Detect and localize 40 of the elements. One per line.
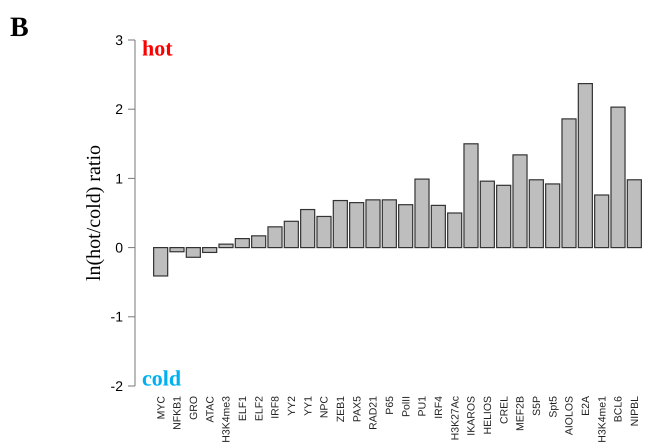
x-tick-label: P65 (384, 396, 396, 415)
y-tick-label: 0 (115, 240, 124, 256)
x-tick-label: Spt5 (547, 396, 560, 418)
y-tick-label: 3 (115, 32, 124, 48)
x-tick-label: H3K4me3 (220, 396, 233, 443)
x-tick-label: ELF1 (237, 396, 249, 422)
x-tick-label: NIPBL (629, 396, 642, 426)
x-tick-label: E2A (580, 396, 592, 416)
y-tick-label: -2 (110, 378, 124, 394)
x-tick-label: YY1 (302, 396, 314, 416)
x-tick-label: IRF4 (433, 396, 446, 419)
x-tick-label: AIOLOS (564, 396, 576, 436)
x-tick-label: ATAC (204, 396, 216, 422)
annotation: hot (142, 36, 174, 61)
x-tick-label: PolII (400, 396, 412, 418)
x-tick-label: IRF8 (270, 396, 282, 419)
text: B (10, 12, 29, 43)
x-tick-label: H3K27Ac (449, 396, 462, 440)
x-tick-label: PAX5 (351, 396, 364, 422)
x-tick-label: ELF2 (253, 396, 266, 422)
x-tick-label: S5P (531, 396, 544, 416)
y-tick-label: 2 (115, 101, 124, 118)
x-tick-label: MYC (155, 396, 168, 420)
x-tick-label: CREL (498, 396, 510, 424)
x-tick-label: NFKB1 (172, 396, 184, 430)
annotation: cold (142, 366, 182, 391)
x-tick-label: HELIOS (482, 396, 494, 435)
y-axis-title: ln(hot/cold) ratio (83, 144, 105, 282)
x-tick-label: BCL6 (612, 396, 625, 422)
x-tick-label: MEF2B (514, 396, 527, 432)
y-tick-label: 1 (115, 170, 124, 186)
x-tick-label: GRO (188, 396, 200, 420)
x-tick-label: YY2 (286, 396, 298, 416)
x-tick-label: PU1 (416, 396, 429, 416)
x-tick-label: RAD21 (368, 396, 380, 430)
x-tick-label: H3K4me1 (596, 396, 608, 443)
y-tick-label: -1 (110, 308, 124, 325)
x-tick-label: NPC (318, 396, 331, 418)
x-tick-label: IKAROS (466, 396, 478, 436)
x-tick-label: ZEB1 (335, 396, 348, 422)
